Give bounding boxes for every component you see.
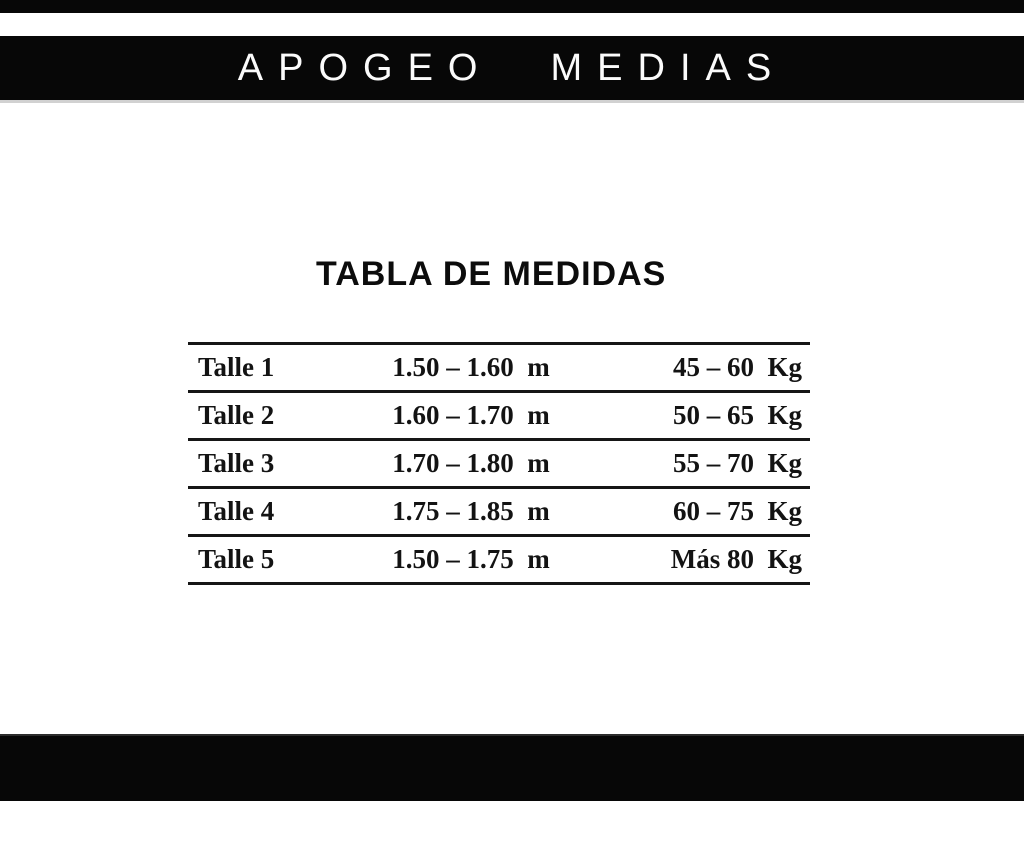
brand-header-bar: APOGEO MEDIAS: [0, 36, 1024, 100]
table-row: Talle 1 1.50 – 1.60 m 45 – 60 Kg: [188, 342, 810, 390]
brand-word-apogeo: APOGEO: [237, 47, 493, 89]
table-row: Talle 5 1.50 – 1.75 m Más 80 Kg: [188, 534, 810, 582]
height-cell: 1.50 – 1.60 m: [392, 352, 550, 382]
size-table: Talle 1 1.50 – 1.60 m 45 – 60 Kg Talle 2…: [188, 342, 810, 585]
weight-cell: 55 – 70 Kg: [672, 448, 802, 478]
size-cell: Talle 3: [198, 448, 275, 478]
height-cell: 1.60 – 1.70 m: [392, 400, 550, 430]
top-black-strip: [0, 0, 1024, 13]
weight-cell: 50 – 65 Kg: [672, 400, 802, 430]
bottom-black-strip: [0, 734, 1024, 801]
weight-cell: 60 – 75 Kg: [672, 496, 802, 526]
height-cell: 1.75 – 1.85 m: [392, 496, 550, 526]
size-cell: Talle 5: [198, 544, 275, 574]
height-cell: 1.70 – 1.80 m: [392, 448, 550, 478]
size-cell: Talle 2: [198, 400, 275, 430]
height-cell: 1.50 – 1.75 m: [392, 544, 550, 574]
table-row: Talle 2 1.60 – 1.70 m 50 – 65 Kg: [188, 390, 810, 438]
weight-cell: 45 – 60 Kg: [672, 352, 802, 382]
size-cell: Talle 4: [198, 496, 275, 526]
table-row: Talle 4 1.75 – 1.85 m 60 – 75 Kg: [188, 486, 810, 534]
table-row: Talle 3 1.70 – 1.80 m 55 – 70 Kg: [188, 438, 810, 486]
weight-cell: Más 80 Kg: [670, 544, 802, 574]
size-chart-title: TABLA DE MEDIDAS: [316, 255, 667, 293]
brand-word-medias: MEDIAS: [550, 47, 787, 89]
size-cell: Talle 1: [198, 352, 275, 382]
